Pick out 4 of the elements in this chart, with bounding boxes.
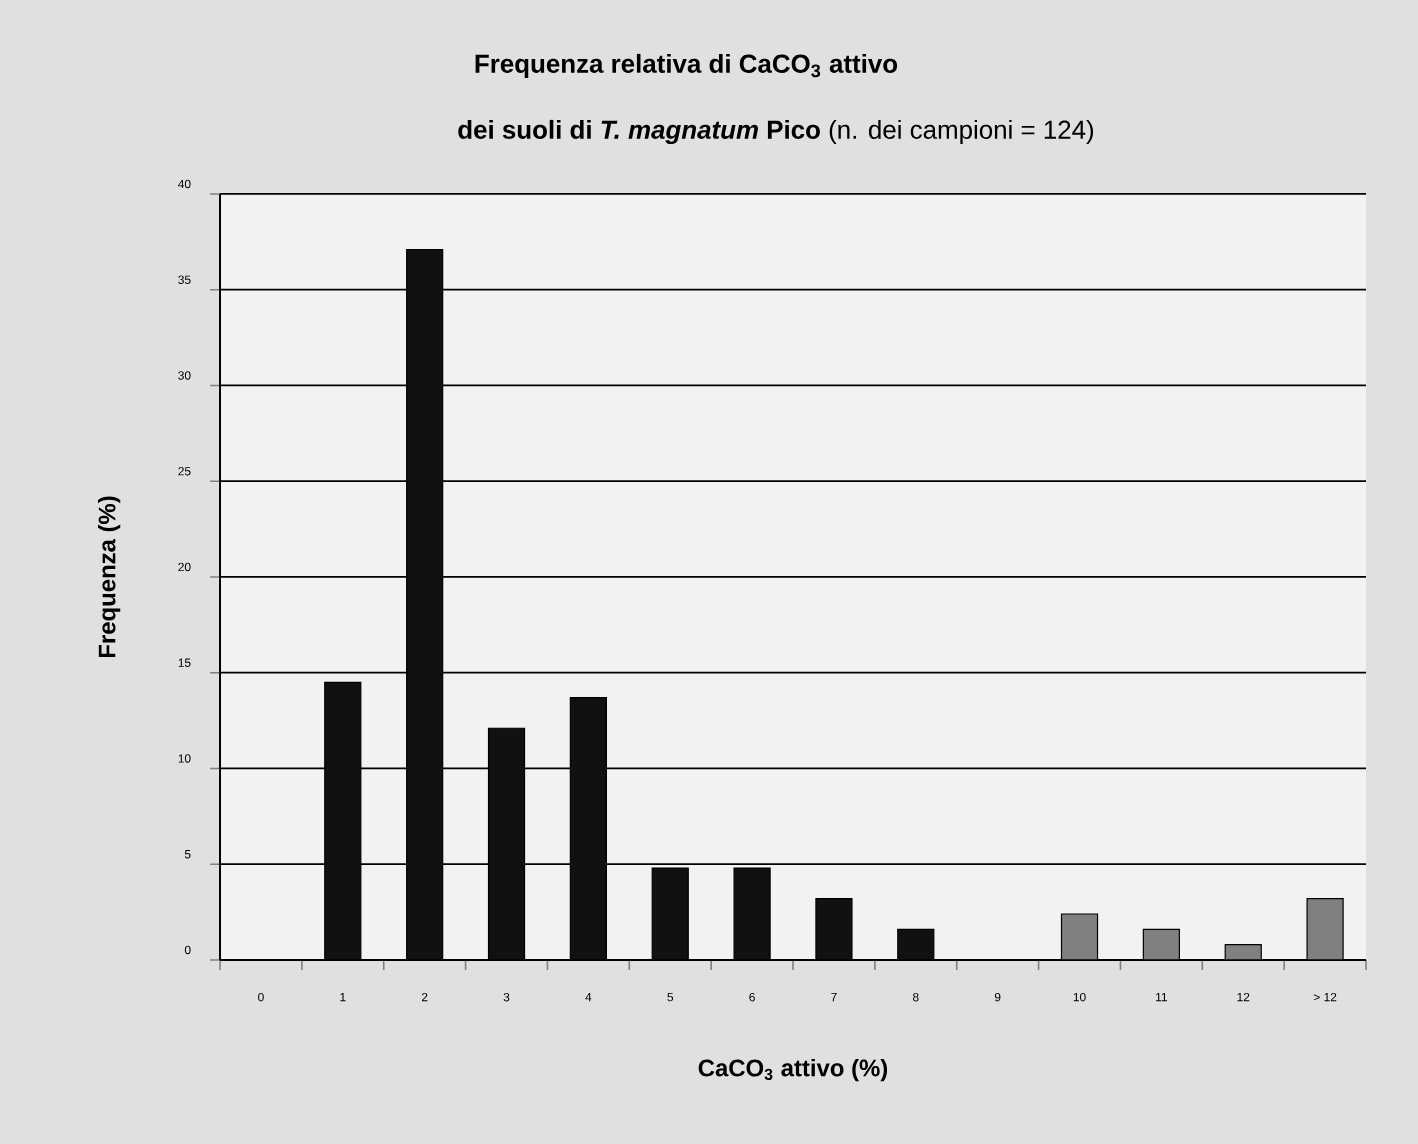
x-axis-title: CaCO$_{3}$ attivo (%) (698, 1058, 888, 1082)
y-axis-title: Frequenza (%) (97, 496, 121, 658)
chart-title: Frequenza relativa di CaCO$_{3}$ attivo (475, 53, 898, 79)
text: dei suoli di T. magnatum Pico (n. dei campioni = 124) (458, 119, 1094, 145)
